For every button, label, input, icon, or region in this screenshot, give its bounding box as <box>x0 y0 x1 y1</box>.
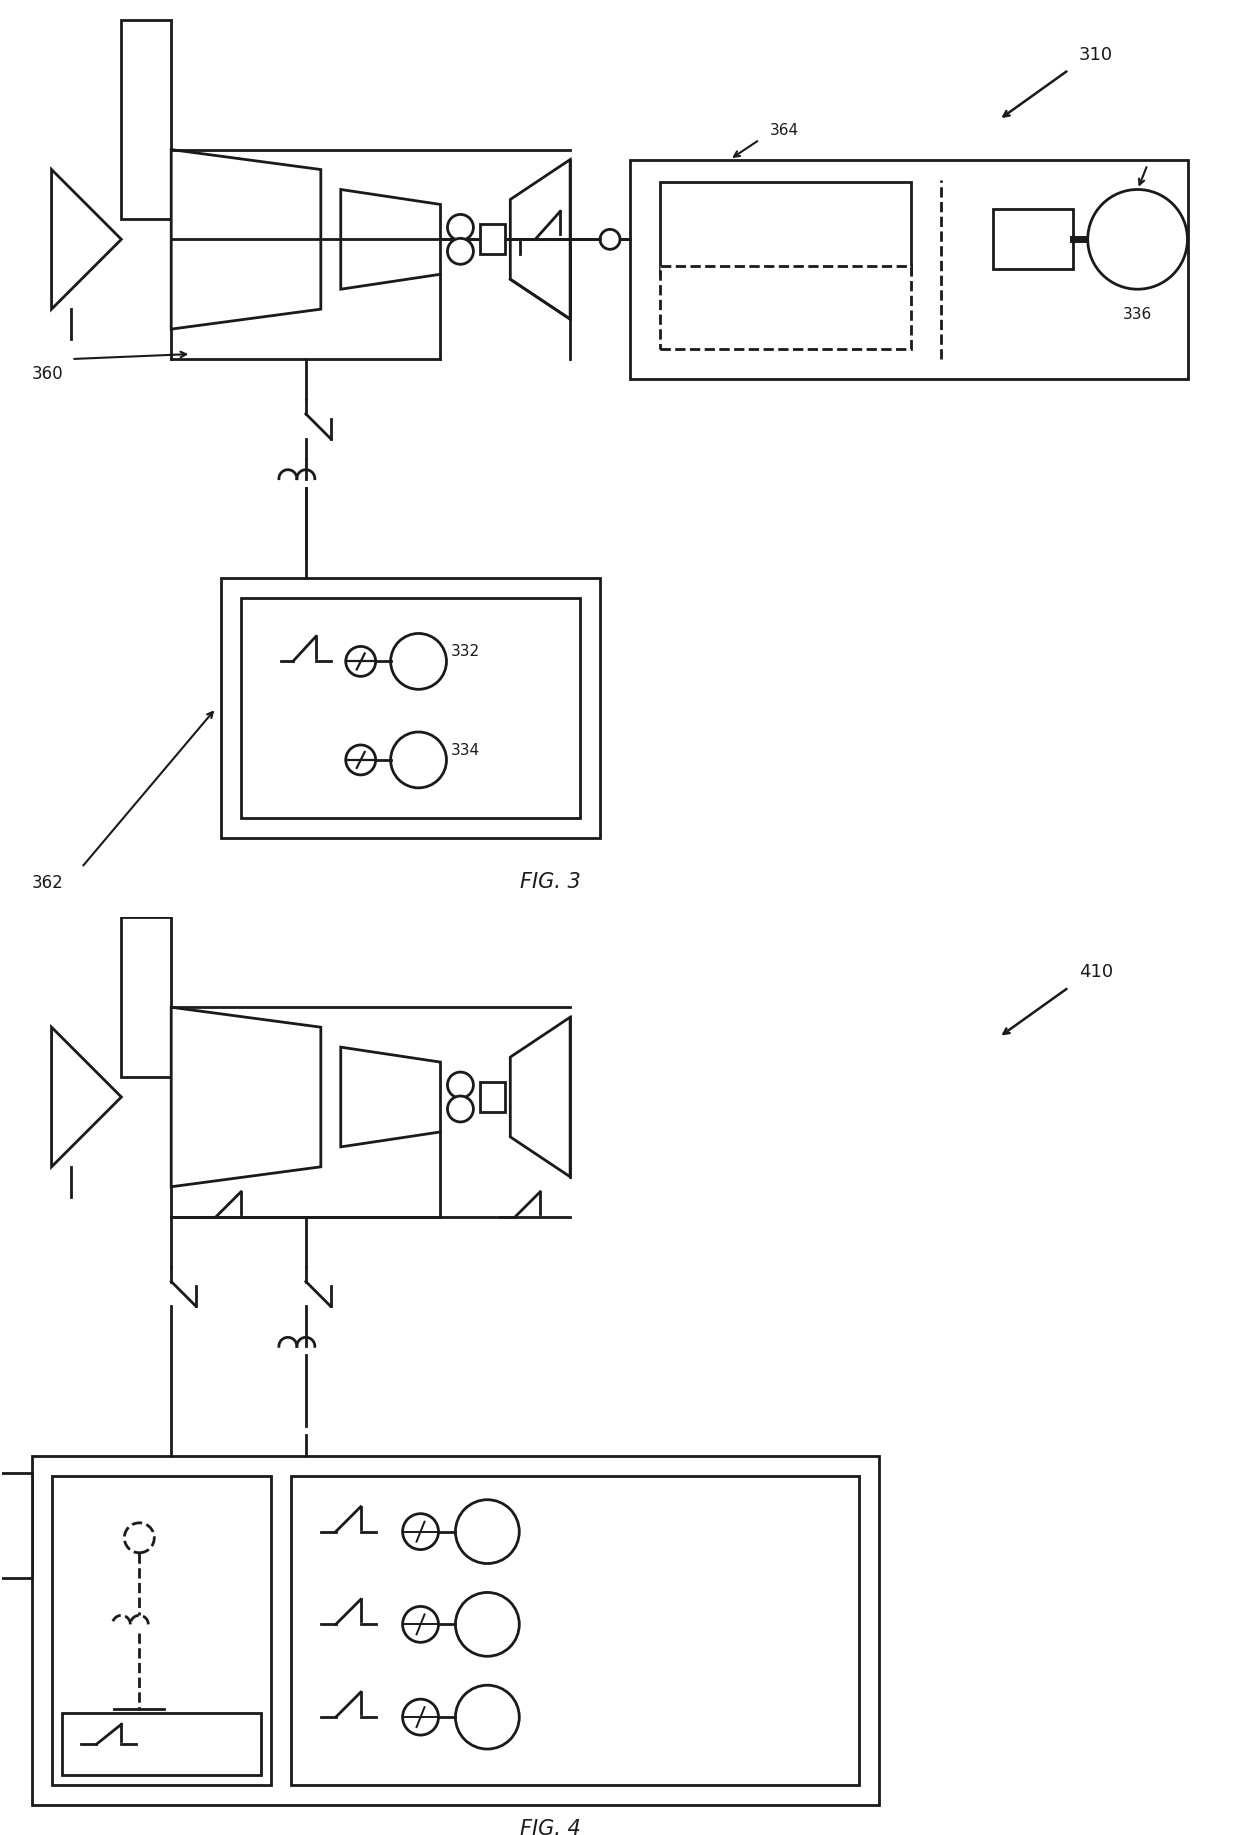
Bar <box>122 20 171 220</box>
Bar <box>122 918 171 1077</box>
Circle shape <box>346 646 376 677</box>
Polygon shape <box>52 169 122 308</box>
Text: 310: 310 <box>1079 46 1112 64</box>
Circle shape <box>403 1514 439 1549</box>
Text: 364: 364 <box>770 123 799 138</box>
Polygon shape <box>341 189 440 290</box>
Polygon shape <box>52 1028 122 1167</box>
Circle shape <box>448 239 474 264</box>
Circle shape <box>124 1523 154 1552</box>
Circle shape <box>448 215 474 240</box>
Text: 336: 336 <box>1122 306 1152 323</box>
Bar <box>993 209 1073 270</box>
Bar <box>480 1083 506 1112</box>
Bar <box>0 1474 31 1578</box>
Circle shape <box>448 1095 474 1121</box>
Text: 362: 362 <box>31 873 63 892</box>
Circle shape <box>346 745 376 774</box>
Bar <box>52 1475 272 1785</box>
Text: 332: 332 <box>450 644 480 659</box>
Bar <box>660 266 911 349</box>
Circle shape <box>455 1499 520 1563</box>
Polygon shape <box>171 150 321 328</box>
Polygon shape <box>511 1017 570 1176</box>
Text: 360: 360 <box>31 365 63 384</box>
Bar <box>660 182 911 273</box>
Bar <box>291 1475 859 1785</box>
Circle shape <box>455 1685 520 1749</box>
Bar <box>630 160 1188 380</box>
Text: FIG. 4: FIG. 4 <box>520 1818 580 1835</box>
Bar <box>221 578 600 839</box>
Circle shape <box>448 1072 474 1097</box>
Circle shape <box>403 1606 439 1642</box>
Text: FIG. 3: FIG. 3 <box>520 872 580 892</box>
Circle shape <box>403 1699 439 1736</box>
Text: 334: 334 <box>450 743 480 758</box>
Bar <box>480 224 506 255</box>
Text: 410: 410 <box>1079 963 1112 982</box>
Bar <box>31 1455 879 1806</box>
Polygon shape <box>341 1048 440 1147</box>
Circle shape <box>391 633 446 690</box>
Bar <box>62 1714 260 1774</box>
Bar <box>241 598 580 818</box>
Polygon shape <box>511 160 570 319</box>
Circle shape <box>600 229 620 250</box>
Polygon shape <box>171 1007 321 1187</box>
Circle shape <box>455 1593 520 1657</box>
Circle shape <box>1087 189 1188 290</box>
Circle shape <box>391 732 446 787</box>
